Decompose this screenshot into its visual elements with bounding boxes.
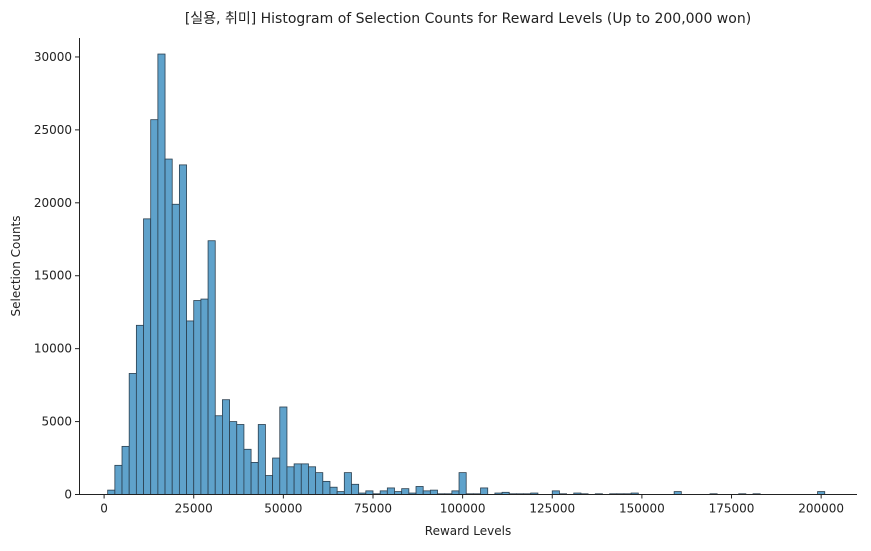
x-tick-label: 200000 (798, 502, 844, 516)
histogram-bar (322, 480, 331, 495)
y-tick-label: 0 (64, 488, 72, 502)
histogram-bar (551, 490, 560, 495)
histogram-bar (150, 119, 159, 495)
histogram-bar (300, 463, 309, 495)
histogram-bar (279, 406, 288, 495)
histogram-bar (401, 488, 410, 495)
histogram-bar (200, 298, 209, 495)
histogram-bar (121, 445, 130, 495)
histogram-bar (257, 424, 266, 495)
histogram-bar (272, 457, 281, 495)
y-tick-label: 25000 (34, 123, 72, 137)
histogram-bar (243, 448, 252, 495)
x-tick-label: 150000 (619, 502, 665, 516)
histogram-bar (178, 164, 187, 495)
x-tick-label: 75000 (354, 502, 392, 516)
histogram-bar (143, 218, 152, 495)
histogram-bar (415, 486, 424, 495)
y-tick-label: 15000 (34, 269, 72, 283)
histogram-bar (429, 489, 438, 495)
histogram-bar (480, 487, 489, 495)
histogram-bar (107, 489, 116, 495)
histogram-bar (186, 320, 195, 495)
histogram-bar (379, 490, 388, 495)
histogram-bar (157, 53, 166, 495)
histogram-bar (171, 203, 180, 495)
histogram-bar (164, 158, 173, 495)
histogram-bar (236, 424, 245, 495)
x-tick-label: 100000 (440, 502, 486, 516)
histogram-bar (315, 472, 324, 495)
x-tick-label: 50000 (264, 502, 302, 516)
y-tick-label: 30000 (34, 50, 72, 64)
x-tick-label: 125000 (529, 502, 575, 516)
histogram-bar (343, 472, 352, 495)
x-tick-label: 175000 (709, 502, 755, 516)
y-axis-label: Selection Counts (9, 215, 23, 316)
histogram-bar (135, 324, 144, 495)
x-tick-label: 25000 (175, 502, 213, 516)
histogram-bar (458, 472, 467, 495)
histogram-bar (451, 490, 460, 495)
histogram-bar (207, 240, 216, 495)
y-tick-label: 20000 (34, 196, 72, 210)
chart-title: [실용, 취미] Histogram of Selection Counts f… (185, 11, 751, 27)
y-tick-label: 5000 (41, 415, 72, 429)
histogram-bar (214, 415, 223, 495)
histogram-bar (308, 466, 317, 495)
y-ticks: 0 5000 10000 15000 20000 25000 30000 (34, 50, 79, 502)
histogram-bar (329, 486, 338, 495)
histogram-bar (293, 463, 302, 495)
histogram-bar (229, 421, 238, 495)
histogram-bar (128, 373, 137, 495)
histogram-bar (222, 399, 230, 495)
histogram-bar (250, 462, 259, 495)
bars (107, 53, 826, 495)
histogram-bar (193, 300, 202, 495)
histogram-bar (422, 490, 431, 495)
y-tick-label: 10000 (34, 342, 72, 356)
x-tick-label: 0 (100, 502, 108, 516)
histogram-bar (386, 487, 395, 495)
x-ticks: 0 25000 50000 75000 100000 125000 150000 175000… (100, 494, 844, 516)
histogram-bar (351, 483, 360, 495)
histogram-bar (365, 490, 374, 495)
histogram-bar (265, 475, 274, 495)
histogram-bar (114, 464, 123, 495)
x-axis-label: Reward Levels (425, 524, 511, 538)
histogram-bar (286, 466, 295, 495)
